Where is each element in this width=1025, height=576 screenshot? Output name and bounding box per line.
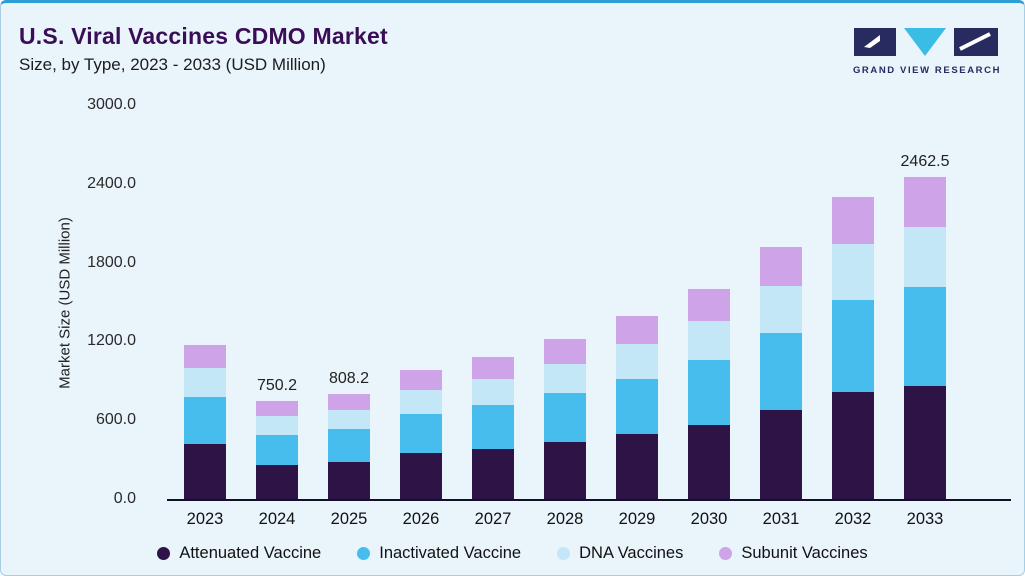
bar-segment-inactivated-vaccine-2026: [400, 413, 442, 454]
bar-segment-subunit-vaccines-2032: [832, 196, 874, 244]
bar-segment-inactivated-vaccine-2029: [616, 378, 658, 435]
bar-segment-subunit-vaccines-2033: [904, 176, 946, 228]
y-tick-label: 2400.0: [87, 174, 136, 192]
x-tick-label-2032: 2032: [834, 510, 872, 528]
grand-view-research-logo: GRAND VIEW RESEARCH: [852, 27, 1002, 76]
bar-segment-inactivated-vaccine-2030: [688, 360, 730, 425]
x-tick-label-2024: 2024: [258, 510, 296, 528]
bar-segment-attenuated-vaccine-2025: [328, 461, 370, 500]
legend-item-attenuated-vaccine: Attenuated Vaccine: [157, 544, 321, 563]
legend-label-inactivated-vaccine: Inactivated Vaccine: [379, 544, 522, 562]
x-tick-label-2030: 2030: [690, 510, 728, 528]
bar-segment-subunit-vaccines-2029: [616, 316, 658, 345]
logo-mark-triangle: [904, 28, 946, 56]
bar-segment-inactivated-vaccine-2032: [832, 299, 874, 393]
y-axis-title: Market Size (USD Million): [56, 217, 74, 389]
bar-segment-subunit-vaccines-2027: [472, 356, 514, 379]
bar-segment-dna-vaccines-2028: [544, 363, 586, 394]
x-tick-label-2029: 2029: [618, 510, 656, 528]
logo-mark: [854, 28, 998, 56]
bar-segment-inactivated-vaccine-2024: [256, 434, 298, 465]
bar-segment-dna-vaccines-2024: [256, 416, 298, 435]
chart-title: U.S. Viral Vaccines CDMO Market: [19, 23, 388, 49]
bar-segment-dna-vaccines-2026: [400, 389, 442, 414]
bar-segment-attenuated-vaccine-2028: [544, 442, 586, 500]
bar-segment-subunit-vaccines-2028: [544, 339, 586, 364]
x-tick-label-2027: 2027: [474, 510, 512, 528]
logo-mark-left-arrow: [864, 35, 880, 48]
bar-segment-attenuated-vaccine-2033: [904, 385, 946, 500]
bar-value-label-2025: 808.2: [328, 369, 370, 387]
logo-mark-right-slash: [959, 32, 991, 51]
x-tick-label-2028: 2028: [546, 510, 584, 528]
bar-segment-inactivated-vaccine-2033: [904, 287, 946, 386]
y-tick-label: 1200.0: [87, 332, 136, 350]
bar-segment-inactivated-vaccine-2031: [760, 332, 802, 410]
bar-segment-attenuated-vaccine-2032: [832, 392, 874, 500]
bar-segment-attenuated-vaccine-2029: [616, 434, 658, 500]
bar-segment-attenuated-vaccine-2024: [256, 464, 298, 500]
bar-segment-inactivated-vaccine-2025: [328, 429, 370, 462]
bar-segment-inactivated-vaccine-2028: [544, 393, 586, 443]
bar-segment-dna-vaccines-2025: [328, 409, 370, 430]
logo-wordmark: GRAND VIEW RESEARCH: [852, 65, 1002, 76]
bar-segment-dna-vaccines-2030: [688, 321, 730, 361]
legend-swatch-subunit-vaccines: [719, 547, 733, 560]
legend-item-subunit-vaccines: Subunit Vaccines: [719, 544, 868, 563]
bar-segment-dna-vaccines-2029: [616, 344, 658, 379]
bar-value-label-2024: 750.2: [256, 377, 298, 395]
legend-swatch-attenuated-vaccine: [157, 547, 171, 560]
bar-segment-subunit-vaccines-2024: [256, 401, 298, 417]
bar-segment-dna-vaccines-2031: [760, 285, 802, 333]
legend-label-dna-vaccines: DNA Vaccines: [579, 544, 684, 562]
chart-subtitle: Size, by Type, 2023 - 2033 (USD Million): [19, 55, 326, 74]
legend-label-attenuated-vaccine: Attenuated Vaccine: [179, 544, 322, 562]
bar-segment-attenuated-vaccine-2027: [472, 448, 514, 500]
x-tick-label-2033: 2033: [906, 510, 944, 528]
legend: Attenuated Vaccine Inactivated Vaccine DNA…: [1, 544, 1024, 563]
x-tick-label-2023: 2023: [186, 510, 224, 528]
bar-segment-attenuated-vaccine-2023: [184, 444, 226, 500]
bar-segment-subunit-vaccines-2026: [400, 369, 442, 390]
bar-segment-attenuated-vaccine-2026: [400, 453, 442, 500]
bar-segment-subunit-vaccines-2023: [184, 345, 226, 368]
bar-segment-subunit-vaccines-2031: [760, 246, 802, 286]
y-tick-label: 3000.0: [87, 96, 136, 113]
bar-segment-attenuated-vaccine-2031: [760, 409, 802, 500]
bar-segment-dna-vaccines-2023: [184, 368, 226, 397]
legend-item-dna-vaccines: DNA Vaccines: [557, 544, 683, 563]
bar-segment-subunit-vaccines-2030: [688, 288, 730, 322]
bar-segment-dna-vaccines-2032: [832, 243, 874, 300]
x-tick-label-2025: 2025: [330, 510, 368, 528]
legend-swatch-dna-vaccines: [557, 547, 571, 560]
x-tick-label-2026: 2026: [402, 510, 440, 528]
y-tick-label: 600.0: [95, 411, 136, 429]
legend-item-inactivated-vaccine: Inactivated Vaccine: [357, 544, 521, 563]
bar-segment-inactivated-vaccine-2023: [184, 396, 226, 445]
y-tick-label: 0.0: [113, 490, 136, 507]
x-tick-label-2031: 2031: [762, 510, 800, 528]
y-tick-label: 1800.0: [87, 253, 136, 271]
bar-segment-dna-vaccines-2027: [472, 378, 514, 406]
bar-value-label-2033: 2462.5: [900, 152, 950, 170]
x-axis-line: [167, 499, 1011, 501]
bar-segment-dna-vaccines-2033: [904, 227, 946, 288]
legend-swatch-inactivated-vaccine: [357, 547, 371, 560]
bar-segment-inactivated-vaccine-2027: [472, 405, 514, 449]
bar-segment-attenuated-vaccine-2030: [688, 424, 730, 500]
legend-label-subunit-vaccines: Subunit Vaccines: [741, 544, 868, 562]
bar-segment-subunit-vaccines-2025: [328, 393, 370, 410]
